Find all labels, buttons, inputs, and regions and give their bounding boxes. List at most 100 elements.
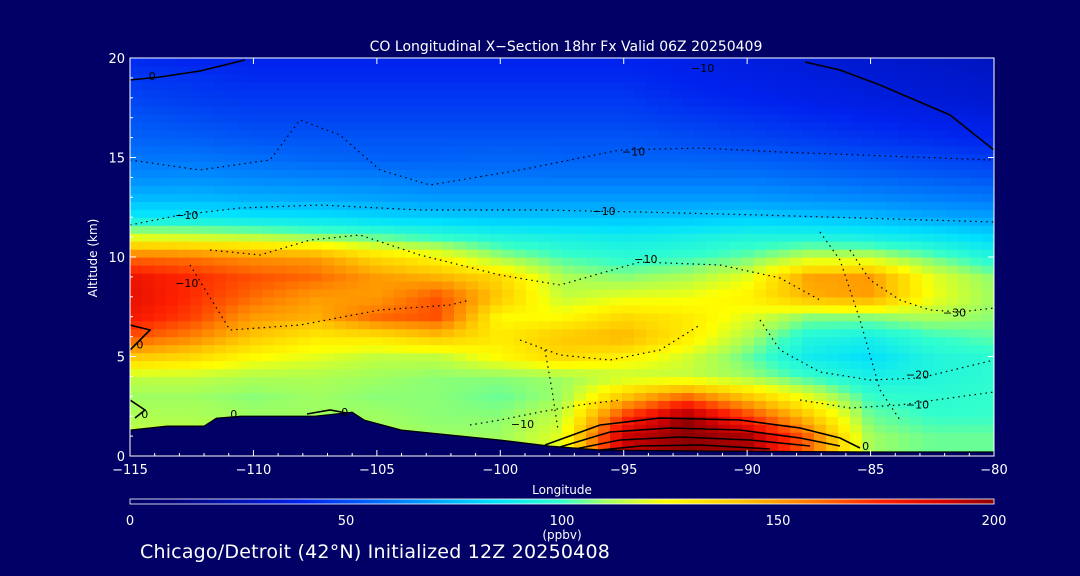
- heatmap-cell: [874, 73, 887, 83]
- heatmap-cell: [886, 201, 899, 210]
- heatmap-cell: [190, 153, 203, 163]
- heatmap-cell: [706, 177, 719, 186]
- heatmap-cell: [934, 376, 947, 385]
- heatmap-cell: [430, 408, 443, 417]
- heatmap-cell: [202, 400, 215, 409]
- heatmap-cell: [334, 225, 347, 234]
- heatmap-cell: [370, 73, 383, 83]
- heatmap-cell: [682, 121, 695, 131]
- heatmap-cell: [934, 265, 947, 274]
- heatmap-cell: [202, 416, 215, 425]
- heatmap-cell: [394, 169, 407, 178]
- heatmap-cell: [358, 384, 371, 393]
- heatmap-cell: [478, 384, 491, 393]
- heatmap-cell: [358, 272, 371, 282]
- heatmap-cell: [382, 328, 395, 338]
- colorbar: [129, 498, 995, 505]
- heatmap-cell: [946, 312, 959, 322]
- heatmap-cell: [478, 376, 491, 385]
- heatmap-cell: [418, 272, 431, 282]
- heatmap-cell: [238, 121, 251, 131]
- heatmap-cell: [166, 272, 179, 282]
- heatmap-cell: [346, 296, 359, 306]
- heatmap-cell: [970, 288, 983, 298]
- heatmap-cell: [862, 288, 875, 298]
- heatmap-cell: [370, 280, 383, 290]
- heatmap-cell: [766, 392, 779, 401]
- heatmap-cell: [562, 336, 575, 346]
- heatmap-cell: [202, 73, 215, 83]
- heatmap-cell: [226, 384, 239, 393]
- heatmap-cell: [982, 225, 994, 234]
- heatmap-cell: [682, 288, 695, 298]
- heatmap-cell: [790, 137, 803, 147]
- heatmap-cell: [154, 217, 167, 226]
- heatmap-cell: [466, 58, 479, 67]
- heatmap-cell: [874, 400, 887, 409]
- heatmap-cell: [778, 360, 791, 370]
- heatmap-cell: [274, 177, 287, 186]
- heatmap-cell: [826, 272, 839, 282]
- heatmap-cell: [886, 177, 899, 186]
- heatmap-cell: [346, 265, 359, 274]
- heatmap-cell: [370, 360, 383, 370]
- heatmap-cell: [898, 81, 911, 91]
- heatmap-cell: [310, 384, 323, 393]
- heatmap-cell: [226, 265, 239, 274]
- heatmap-cell: [274, 145, 287, 155]
- heatmap-cell: [922, 201, 935, 210]
- heatmap-cell: [598, 328, 611, 338]
- heatmap-cell: [370, 58, 383, 67]
- heatmap-cell: [442, 58, 455, 67]
- heatmap-cell: [826, 209, 839, 218]
- heatmap-cell: [262, 233, 275, 242]
- heatmap-cell: [862, 440, 875, 449]
- heatmap-cell: [874, 304, 887, 314]
- heatmap-cell: [286, 201, 299, 210]
- heatmap-cell: [670, 440, 683, 449]
- heatmap-cell: [178, 89, 191, 99]
- heatmap-cell: [202, 225, 215, 234]
- heatmap-cell: [682, 58, 695, 67]
- heatmap-cell: [646, 201, 659, 210]
- heatmap-cell: [370, 257, 383, 266]
- heatmap-cell: [826, 328, 839, 338]
- heatmap-cell: [274, 400, 287, 409]
- heatmap-cell: [382, 249, 395, 258]
- heatmap-cell: [142, 257, 155, 266]
- heatmap-cell: [250, 376, 263, 385]
- heatmap-cell: [598, 265, 611, 274]
- heatmap-cell: [286, 105, 299, 115]
- heatmap-cell: [934, 81, 947, 91]
- heatmap-cell: [766, 105, 779, 115]
- heatmap-cell: [142, 113, 155, 123]
- heatmap-cell: [286, 137, 299, 147]
- heatmap-cell: [130, 193, 143, 202]
- heatmap-cell: [730, 177, 743, 186]
- heatmap-cell: [802, 328, 815, 338]
- heatmap-cell: [790, 66, 803, 75]
- heatmap-cell: [430, 280, 443, 290]
- heatmap-cell: [910, 177, 923, 186]
- heatmap-cell: [802, 129, 815, 139]
- heatmap-cell: [802, 265, 815, 274]
- heatmap-cell: [778, 121, 791, 131]
- heatmap-cell: [394, 233, 407, 242]
- heatmap-cell: [670, 161, 683, 171]
- heatmap-cell: [298, 257, 311, 266]
- heatmap-cell: [958, 384, 971, 393]
- heatmap-cell: [970, 344, 983, 354]
- heatmap-cell: [154, 129, 167, 139]
- heatmap-cell: [802, 384, 815, 393]
- heatmap-cell: [442, 169, 455, 178]
- heatmap-cell: [442, 304, 455, 314]
- heatmap-cell: [178, 145, 191, 155]
- heatmap-cell: [622, 161, 635, 171]
- heatmap-cell: [946, 97, 959, 107]
- heatmap-cell: [286, 161, 299, 171]
- heatmap-cell: [742, 121, 755, 131]
- heatmap-cell: [886, 296, 899, 306]
- heatmap-cell: [790, 89, 803, 99]
- heatmap-cell: [526, 344, 539, 354]
